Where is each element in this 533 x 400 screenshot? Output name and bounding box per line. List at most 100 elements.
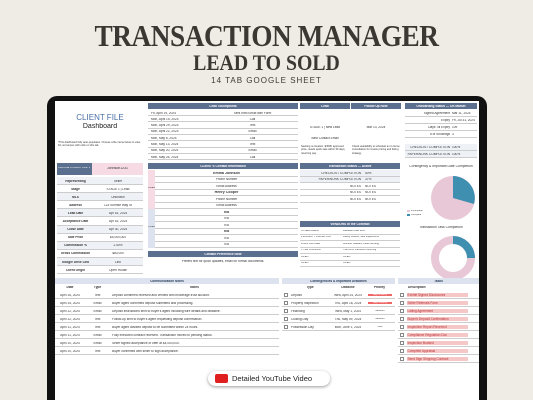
vendor-name: Daniela Potter EXP	[343, 229, 366, 232]
field-label: Client Origin	[65, 268, 86, 272]
cont-check	[284, 325, 288, 329]
comm-date: April 11, 2024	[60, 325, 80, 329]
field-row	[57, 177, 143, 185]
legend-label: Incomplete	[411, 210, 423, 212]
cont-deadline: Thu, April 18, 2024	[334, 301, 362, 305]
cont-priority: Low	[377, 325, 383, 328]
main-title: TRANSACTION MANAGER	[94, 18, 439, 53]
onboard-value: 100%	[452, 152, 461, 156]
trans-row	[300, 196, 400, 203]
play-icon	[215, 374, 228, 383]
lead-title: Lead	[321, 104, 329, 108]
field-value: Open House	[109, 268, 127, 272]
task-check	[400, 317, 404, 321]
transaction-title-bg	[300, 163, 400, 169]
pref-title: Contact Preference Note	[204, 252, 242, 256]
vendor-name: Title First, Patricia Promming	[343, 249, 377, 252]
field-label: Close Date	[67, 228, 84, 232]
trans-value: NOTES	[365, 184, 376, 188]
touch-note: Text	[249, 124, 256, 128]
field-label: Acceptance Date	[62, 220, 89, 223]
trans-row	[300, 176, 400, 183]
cont-type: Closing Day	[291, 317, 309, 321]
comm-row	[55, 315, 279, 323]
comm-type: Email	[93, 301, 102, 305]
onboard-label: PAPERWORK COMPLETION	[407, 152, 450, 156]
touch-note: Email	[248, 130, 257, 134]
comm-row	[55, 339, 279, 347]
cont-priority: High Priority	[368, 301, 392, 305]
onboard-label: CHECKLIST COMPLETION	[410, 145, 450, 149]
trans-label: CHECKLIST COMPLETION	[321, 171, 361, 175]
task-desc: Listing Agreement	[407, 309, 468, 314]
client2-tab	[148, 209, 155, 248]
onboard-value: Mar 11, 2024	[452, 111, 471, 115]
vendor-row	[300, 228, 400, 235]
cont-deadline: Mon, June 1, 2024	[334, 325, 362, 329]
contact-value: n/a	[224, 223, 229, 227]
trans-value: NOTES	[365, 197, 376, 201]
comm-note: Buyer agent advised deposit to be submit…	[112, 325, 199, 329]
task-desc: Send Sign Shipping Contract	[407, 357, 468, 362]
contact-row	[155, 196, 298, 203]
onboard-row	[405, 117, 477, 124]
tasks-title: Tasks	[434, 279, 443, 283]
contact-value: Phone Number	[215, 178, 238, 182]
touch-row	[148, 135, 298, 142]
comm-type: Email	[93, 333, 102, 337]
video-button[interactable]: Detailed YouTube Video	[208, 371, 330, 386]
field-label: MLS	[72, 195, 79, 199]
task-check	[400, 309, 404, 313]
contact-value: n/a	[223, 230, 230, 234]
vendor-name: Rocky Koletts, Skill Inspections	[343, 236, 379, 239]
pref-title-bg	[148, 251, 298, 257]
comm-type: Text	[94, 349, 101, 353]
client1-tab	[148, 170, 155, 209]
touch-date: Mon, April 22, 2024	[151, 130, 179, 134]
contact-row	[155, 235, 298, 242]
contact-value: Emma Johnson	[213, 171, 240, 175]
field-label: Commission %	[64, 244, 87, 248]
comm-note: Seller signed acceptance of offer at $4,…	[112, 341, 180, 345]
cont-check	[284, 301, 288, 305]
field-row	[57, 217, 143, 226]
touch-date: Mon, April 29, 2024	[151, 124, 179, 128]
contact-row	[155, 202, 298, 209]
comm-note: Buyer agent confirmed deposit submitted …	[112, 301, 194, 305]
field-row	[57, 209, 143, 218]
trans-row	[300, 189, 400, 196]
field-value: Apr 16, 2024	[108, 211, 128, 215]
onboard-row	[405, 151, 477, 158]
cont-type: Property Inspection	[291, 301, 319, 305]
field-value: 2.50%	[113, 244, 123, 248]
comm-type: Email	[93, 341, 102, 345]
field-value: $4,000,000	[110, 236, 126, 240]
lead-title-bg	[300, 103, 350, 109]
cont-type: Financing	[291, 309, 305, 313]
vendor-name: OPEN	[343, 262, 351, 265]
pie-slice	[453, 176, 475, 204]
field-value: $80,000	[112, 252, 124, 256]
onboard-value: 109	[452, 125, 458, 129]
cont-check	[284, 293, 288, 297]
contact-value: n/a	[224, 243, 229, 247]
contact-value: Email Address	[216, 184, 237, 188]
cont-priority: High Priority	[368, 293, 392, 297]
contact-value: n/a	[224, 217, 229, 221]
follow-up-title: Follow Up Note	[364, 104, 388, 108]
onboard-label: # of Showings	[429, 132, 450, 136]
touch-date: Mon, May 25, 2024	[151, 155, 179, 159]
lead-note: Seeking re-location, $450K approved pric…	[301, 145, 346, 155]
touch-note: Call	[249, 136, 256, 140]
trans-row	[300, 170, 400, 177]
vendor-role: OPEN	[301, 262, 309, 265]
touch-note: Email	[248, 149, 257, 153]
comm-date: April 12, 2024	[60, 309, 80, 313]
lead-contact: Best Contact Email	[311, 137, 339, 140]
task-check	[400, 357, 404, 361]
choose-bg	[57, 163, 92, 175]
comm-date: April 10, 2024	[60, 349, 80, 353]
field-row	[57, 193, 143, 202]
choose-label: CHOOSE A CLIENT FILE ▼	[58, 167, 91, 169]
